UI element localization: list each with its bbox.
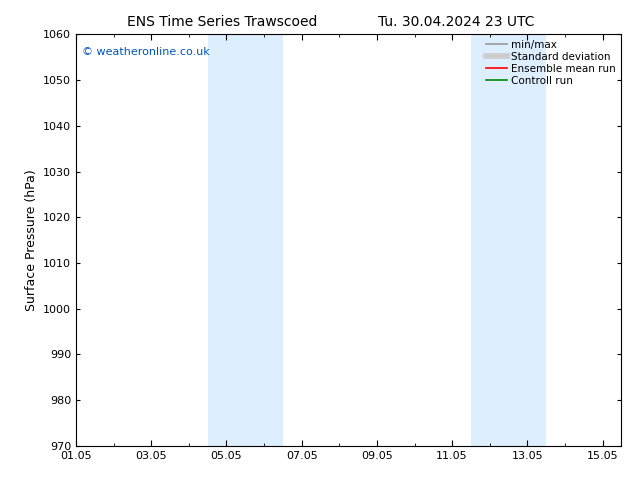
Bar xyxy=(471,34,546,446)
Bar xyxy=(208,34,283,446)
Y-axis label: Surface Pressure (hPa): Surface Pressure (hPa) xyxy=(25,169,37,311)
Text: © weatheronline.co.uk: © weatheronline.co.uk xyxy=(82,47,209,57)
Text: Tu. 30.04.2024 23 UTC: Tu. 30.04.2024 23 UTC xyxy=(378,15,534,29)
Legend: min/max, Standard deviation, Ensemble mean run, Controll run: min/max, Standard deviation, Ensemble me… xyxy=(484,37,618,88)
Text: ENS Time Series Trawscoed: ENS Time Series Trawscoed xyxy=(127,15,317,29)
